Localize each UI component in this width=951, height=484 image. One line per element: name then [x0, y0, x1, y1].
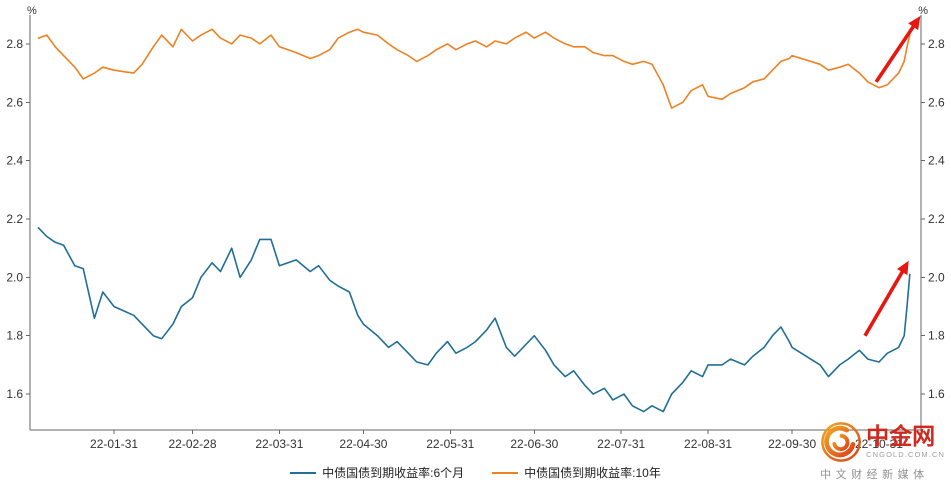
y-axis-label-left: 2.2 — [6, 212, 23, 226]
y-axis-label-left: 1.6 — [6, 387, 23, 401]
y-axis-label-right: 2.8 — [928, 37, 945, 51]
y-axis-label-left: 2.4 — [6, 154, 23, 168]
trend-arrow-0 — [874, 22, 917, 83]
y-axis-label-right: 2.6 — [928, 95, 945, 109]
y-axis-label-right: 1.8 — [928, 329, 945, 343]
watermark-domain: CNGOLD.COM.CN — [866, 450, 945, 459]
watermark: 中金网 CNGOLD.COM.CN 中文财经新媒体 — [820, 421, 945, 482]
series-line-0 — [37, 227, 911, 413]
x-axis-label: 22-07-31 — [597, 437, 645, 451]
x-axis-label: 22-10-31 — [855, 437, 903, 451]
trend-arrow-1 — [863, 267, 906, 337]
legend-label-6m: 中债国债到期收益率:6个月 — [322, 466, 465, 480]
trend-arrow-head-0 — [908, 16, 921, 31]
y-axis-label-left: 1.8 — [6, 329, 23, 343]
x-axis-label: 22-09-30 — [768, 437, 816, 451]
x-axis-label: 22-06-30 — [510, 437, 558, 451]
y-axis-label-right: 2.0 — [928, 270, 945, 284]
legend-swatch-10y-icon — [492, 471, 519, 474]
trend-arrow-head-1 — [897, 260, 909, 276]
x-axis-label: 22-02-28 — [168, 437, 216, 451]
legend-item-10y: 中债国债到期收益率:10年 — [492, 464, 661, 481]
x-axis-label: 22-01-31 — [90, 437, 138, 451]
x-axis-label: 22-05-31 — [426, 437, 474, 451]
cngold-logo-icon — [821, 422, 861, 462]
legend-label-10y: 中债国债到期收益率:10年 — [524, 466, 661, 480]
legend: 中债国债到期收益率:6个月 中债国债到期收益率:10年 — [0, 464, 951, 481]
y-axis-label-right: 2.4 — [928, 154, 945, 168]
watermark-tagline: 中文财经新媒体 — [820, 469, 929, 481]
y-axis-label-right: 1.6 — [928, 387, 945, 401]
legend-item-6m: 中债国债到期收益率:6个月 — [290, 464, 464, 481]
y-axis-label-left: 2.8 — [6, 37, 23, 51]
y-axis-unit-right: % — [918, 5, 928, 17]
y-axis-unit-left: % — [27, 5, 37, 17]
y-axis-label-left: 2.0 — [6, 270, 23, 284]
y-axis-label-left: 2.6 — [6, 95, 23, 109]
x-axis-label: 22-04-30 — [339, 437, 387, 451]
legend-swatch-6m-icon — [290, 471, 317, 474]
series-line-1 — [37, 28, 911, 109]
x-axis-label: 22-03-31 — [255, 437, 303, 451]
watermark-brand: 中金网 — [866, 424, 936, 449]
x-axis-label: 22-08-31 — [684, 437, 732, 451]
y-axis-label-right: 2.2 — [928, 212, 945, 226]
